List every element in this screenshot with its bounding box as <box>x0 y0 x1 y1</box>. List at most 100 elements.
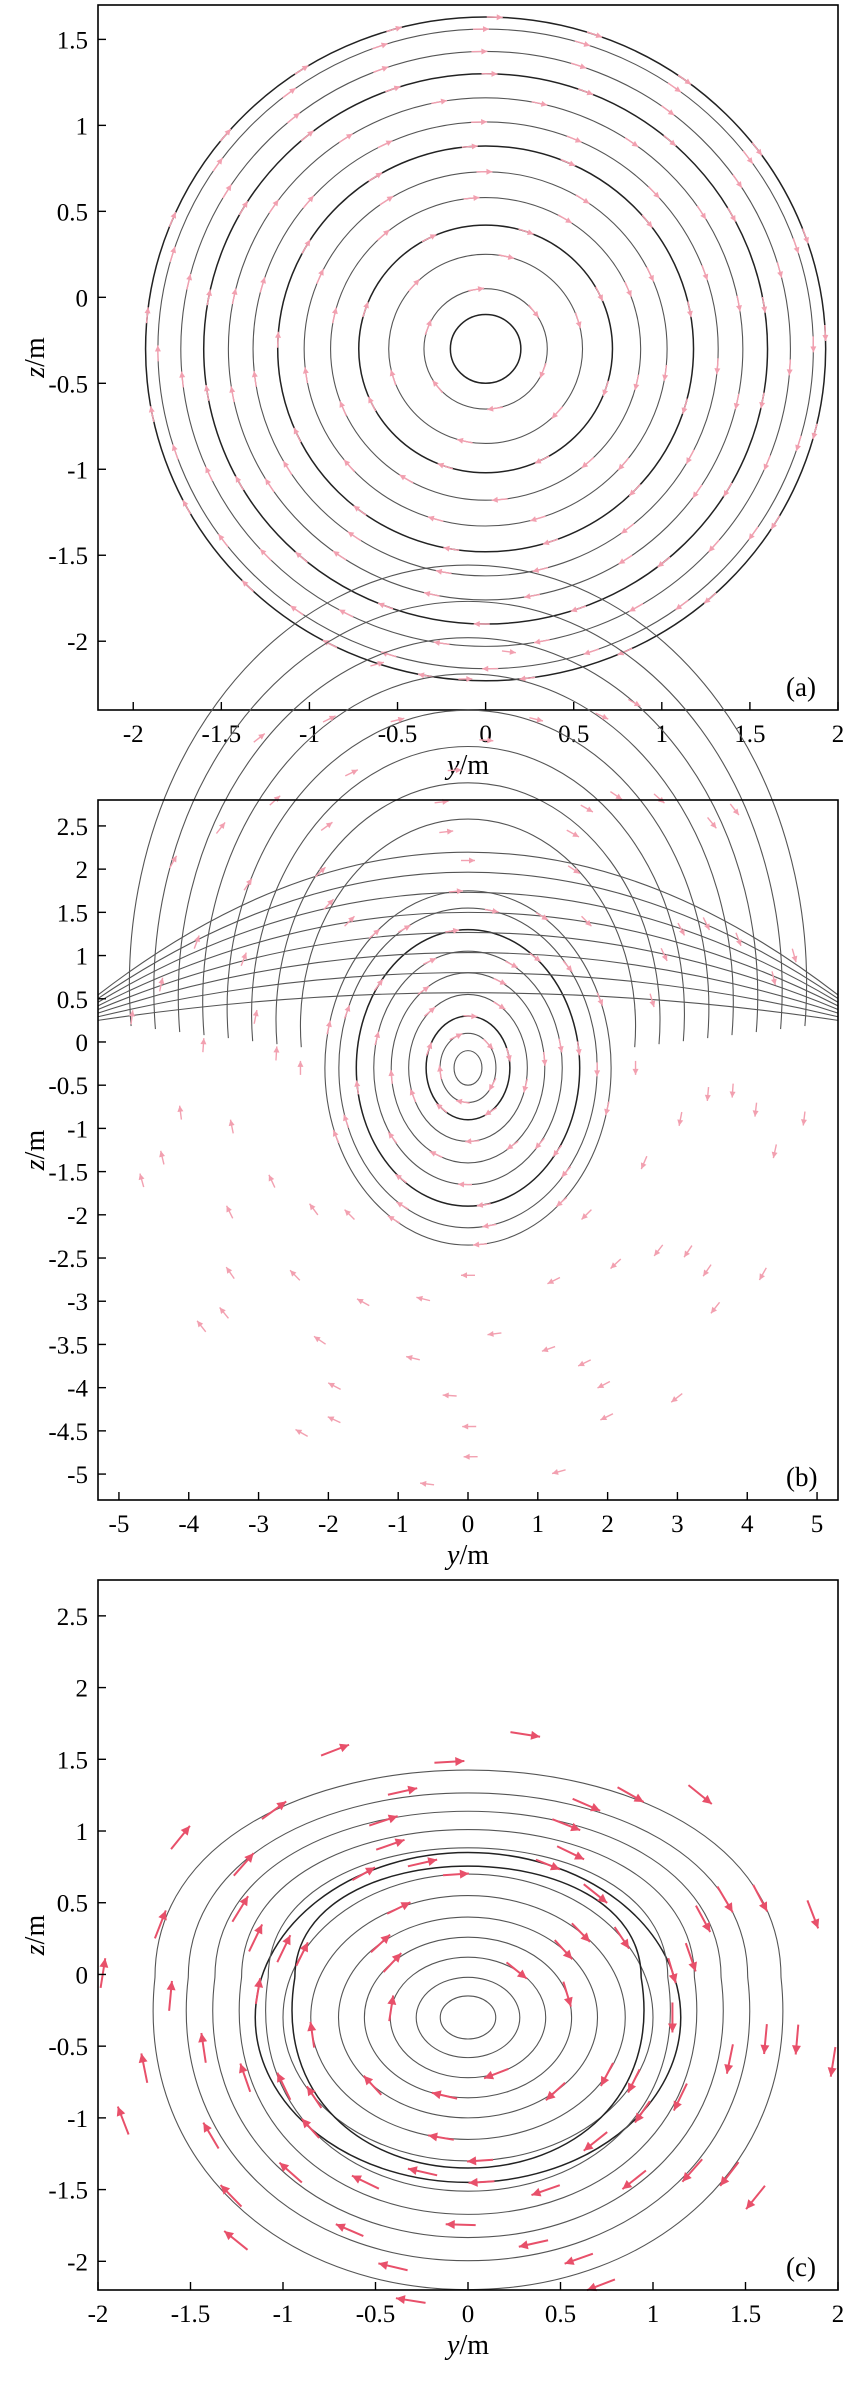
velocity-vector-head <box>684 78 692 85</box>
velocity-vector-head <box>427 1857 438 1867</box>
velocity-vector-head <box>610 1262 617 1269</box>
velocity-vector-head <box>272 199 279 207</box>
velocity-vector-head <box>471 143 478 150</box>
velocity-vector-head <box>459 1869 469 1879</box>
y-tick-label: -1 <box>67 2106 88 2133</box>
velocity-vector-head <box>634 2112 644 2123</box>
velocity-vector-head <box>574 137 582 143</box>
velocity-vector-head <box>290 605 297 612</box>
velocity-vector-head <box>791 2045 801 2055</box>
velocity-vector-head <box>681 407 688 414</box>
velocity-vector-head <box>763 463 770 471</box>
velocity-vector-head <box>437 462 445 469</box>
velocity-vector-head <box>363 2075 374 2086</box>
velocity-vector-head <box>487 737 494 744</box>
velocity-vector-head <box>541 1059 548 1066</box>
velocity-vector-head <box>418 672 425 679</box>
y-tick-label: 0.5 <box>57 199 88 226</box>
velocity-vector-head <box>667 2023 677 2033</box>
velocity-vector-head <box>218 534 225 541</box>
velocity-vector-head <box>186 273 193 281</box>
velocity-vector-head <box>732 808 739 816</box>
velocity-vector-head <box>518 2240 529 2250</box>
streamline <box>128 564 808 1027</box>
streamline <box>97 951 839 1014</box>
velocity-vector-head <box>570 606 578 613</box>
velocity-vector-head <box>622 2180 633 2190</box>
velocity-vector-head <box>810 1918 820 1929</box>
velocity-vector-head <box>752 1110 759 1117</box>
velocity-vector-head <box>575 321 582 328</box>
velocity-vector-head <box>241 201 248 208</box>
velocity-vector-head <box>679 928 685 936</box>
streamline <box>275 782 661 1045</box>
panel-b-plot-frame <box>97 799 839 1501</box>
panel-b-x-axis-label: y/m <box>444 1540 489 1571</box>
streamline <box>97 992 839 1021</box>
y-tick-label: 1.5 <box>57 27 88 54</box>
velocity-vector-head <box>620 1938 630 1949</box>
velocity-vector-head <box>179 371 186 378</box>
velocity-vector-head <box>387 1814 398 1824</box>
velocity-vector-head <box>395 25 402 32</box>
velocity-vector-head <box>583 41 591 47</box>
y-tick-label: -0.5 <box>48 371 88 398</box>
y-tick-label: -1 <box>67 457 88 484</box>
streamline <box>449 313 522 385</box>
panel-a-velocity-vectors <box>144 14 829 682</box>
velocity-vector-head <box>583 2141 594 2151</box>
velocity-vector-head <box>276 1801 287 1811</box>
velocity-vector-head <box>791 955 798 963</box>
velocity-vector-head <box>770 978 777 985</box>
velocity-vector-head <box>505 1054 512 1062</box>
x-tick-label: -0.5 <box>356 2301 396 2328</box>
velocity-vector-head <box>601 713 609 720</box>
velocity-vector-head <box>138 2053 148 2064</box>
velocity-vector-head <box>527 229 534 236</box>
velocity-vector-head <box>626 289 632 297</box>
x-tick-label: 1.5 <box>730 2301 761 2328</box>
x-tick-label: -1.5 <box>202 721 242 748</box>
y-tick-label: -2.5 <box>48 1246 88 1273</box>
velocity-vector-head <box>534 457 542 464</box>
x-tick-label: 1.5 <box>734 721 765 748</box>
y-tick-label: -0.5 <box>48 1073 88 1100</box>
velocity-vector-head <box>671 1396 678 1403</box>
velocity-vector-head <box>170 212 177 219</box>
x-tick-label: -0.5 <box>378 721 418 748</box>
velocity-vector-head <box>277 2072 286 2083</box>
velocity-vector-head <box>733 402 740 410</box>
y-tick-label: -4.5 <box>48 1419 88 1446</box>
y-tick-label: -1 <box>67 1116 88 1143</box>
velocity-vector-head <box>484 1109 492 1116</box>
velocity-vector-head <box>507 254 515 260</box>
velocity-vector-head <box>353 505 361 512</box>
velocity-vector-head <box>729 1091 736 1098</box>
velocity-vector-head <box>564 2256 575 2265</box>
velocity-vector-head <box>403 925 411 931</box>
streamline <box>355 928 581 1207</box>
velocity-vector-head <box>801 1119 807 1126</box>
velocity-vector-head <box>484 2070 495 2080</box>
velocity-vector-head <box>413 279 420 286</box>
x-tick-label: -3 <box>248 1511 269 1538</box>
y-tick-label: -1.5 <box>48 2178 88 2205</box>
x-tick-label: -2 <box>123 721 144 748</box>
panel-a-x-axis-label: y/m <box>444 750 489 781</box>
streamline <box>212 1810 724 2239</box>
velocity-vector-head <box>306 2086 316 2097</box>
streamline <box>202 673 734 1036</box>
velocity-vector-head <box>368 396 374 404</box>
velocity-vector-head <box>617 649 625 656</box>
velocity-vector-head <box>535 1142 542 1149</box>
velocity-vector-head <box>519 675 526 682</box>
velocity-vector-head <box>319 867 326 874</box>
velocity-vector-head <box>574 1851 585 1860</box>
velocity-vector-head <box>406 1355 413 1361</box>
velocity-vector-head <box>429 234 437 240</box>
velocity-vector-head <box>399 474 407 481</box>
velocity-vector-head <box>327 1416 335 1422</box>
velocity-vector-head <box>746 2199 756 2210</box>
velocity-vector-head <box>746 157 753 164</box>
y-tick-label: 1 <box>76 113 89 140</box>
